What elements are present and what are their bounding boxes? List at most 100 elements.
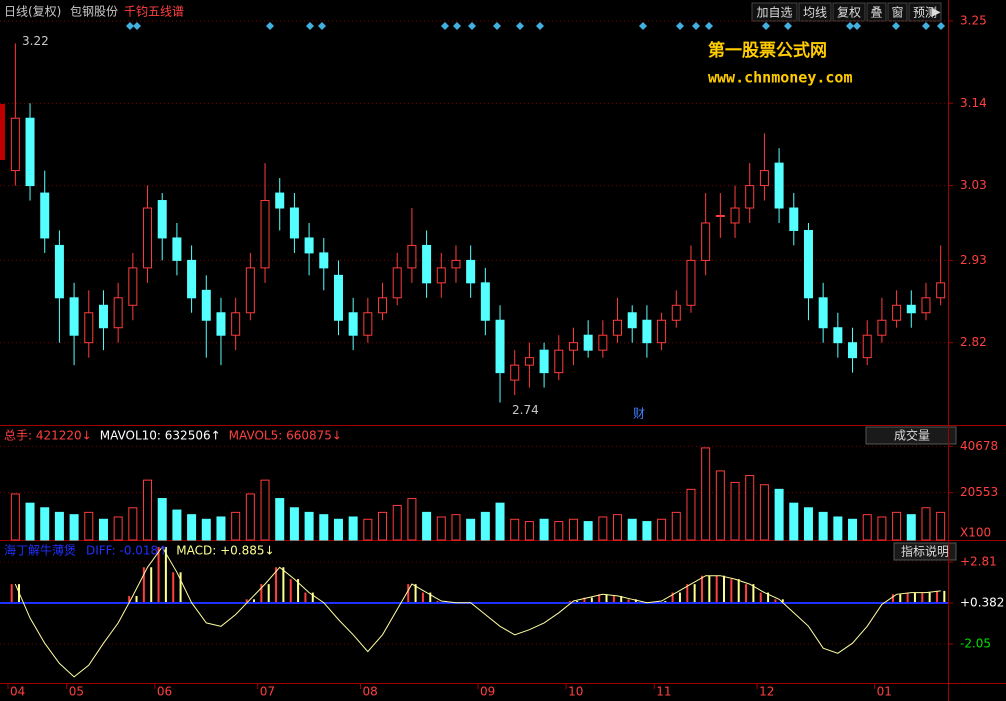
volume-bar <box>892 511 902 541</box>
volume-bar <box>275 498 285 541</box>
event-marker <box>762 22 770 30</box>
y-tick-label: 40678 <box>960 439 998 453</box>
volume-dropdown[interactable] <box>865 426 957 445</box>
volume-bar <box>789 502 799 541</box>
candle-body <box>936 282 946 299</box>
candle-body <box>422 244 432 284</box>
volume-bar <box>304 511 314 541</box>
low-annotation: 2.74 <box>512 403 539 417</box>
volume-bar <box>348 516 358 541</box>
toolbar-arrow[interactable]: ▶ <box>931 5 941 19</box>
volume-bar <box>921 507 931 541</box>
volume-bar <box>568 518 578 541</box>
candle-body <box>143 207 153 269</box>
candle-body <box>818 297 828 329</box>
candle-body <box>906 304 916 314</box>
volume-readout: MAVOL10: 632506↑ <box>100 429 221 443</box>
event-marker <box>922 22 930 30</box>
volume-bar <box>436 516 446 541</box>
toolbar-button[interactable] <box>887 2 908 22</box>
toolbar-button[interactable] <box>832 2 866 22</box>
event-marker <box>126 22 134 30</box>
candle-body <box>862 334 872 359</box>
y-tick-label: 3.14 <box>960 96 987 110</box>
candle-body <box>128 267 138 306</box>
macd-readout: DIFF: -0.018↑ <box>86 544 168 558</box>
candle-body <box>392 267 402 299</box>
candle-body <box>701 222 711 261</box>
volume-bar <box>187 514 197 541</box>
candle-body <box>451 259 461 269</box>
x-tick-label: 10 <box>568 685 583 699</box>
candle-body <box>495 319 505 374</box>
volume-unit: X100 <box>960 526 991 540</box>
event-marker <box>306 22 314 30</box>
volume-bar <box>759 484 769 541</box>
x-tick-label: 09 <box>480 685 495 699</box>
candle-body <box>407 244 417 269</box>
volume-bar <box>745 475 755 541</box>
candle-body <box>568 342 578 351</box>
toolbar-label[interactable]: 预测 <box>913 6 937 20</box>
candle-body <box>54 244 64 299</box>
volume-bar <box>495 502 505 541</box>
volume-readout: MAVOL5: 660875↓ <box>229 429 342 443</box>
volume-bar <box>539 518 549 541</box>
y-tick-label: 2.82 <box>960 335 987 349</box>
candle-body <box>539 349 549 374</box>
candle-body <box>466 259 476 284</box>
volume-bar <box>10 493 20 541</box>
candle-body <box>333 274 343 321</box>
event-marker <box>784 22 792 30</box>
toolbar-label[interactable]: 复权 <box>837 6 861 20</box>
candle-body <box>25 117 35 187</box>
candle-body <box>671 304 681 321</box>
x-tick-label: 12 <box>759 685 774 699</box>
candle-body <box>319 252 329 269</box>
x-tick-label: 11 <box>656 685 671 699</box>
toolbar-label[interactable]: 窗 <box>891 6 903 20</box>
volume-dropdown-label[interactable]: 成交量 <box>894 428 930 443</box>
toolbar-label[interactable]: 均线 <box>803 6 827 20</box>
volume-bar <box>686 488 696 541</box>
candle-body <box>598 334 608 351</box>
volume-bar <box>407 498 417 541</box>
event-marker <box>266 22 274 30</box>
y-tick-label: +0.382 <box>960 596 1004 610</box>
volume-bar <box>113 516 123 541</box>
toolbar-button[interactable] <box>798 2 832 22</box>
candle-body <box>187 259 197 299</box>
y-tick-label: 3.25 <box>960 13 987 27</box>
volume-bar <box>260 479 270 541</box>
event-marker <box>846 22 854 30</box>
candle-body <box>715 215 725 217</box>
toolbar-button[interactable] <box>908 2 942 22</box>
candle-body <box>583 334 593 351</box>
volume-bar <box>216 516 226 541</box>
volume-bar <box>803 507 813 541</box>
volume-bar <box>363 518 373 541</box>
candle-body <box>98 304 108 329</box>
volume-bar <box>172 509 182 541</box>
event-label: 财 <box>633 407 645 421</box>
x-tick-label: 06 <box>157 685 172 699</box>
volume-bar <box>84 511 94 541</box>
candle-body <box>877 319 887 336</box>
toolbar-label[interactable]: 叠 <box>870 6 882 20</box>
indicator-help-label[interactable]: 指标说明 <box>901 544 949 559</box>
candle-body <box>510 364 520 381</box>
toolbar-label[interactable]: 加自选 <box>756 6 792 20</box>
y-tick-label: -2.05 <box>960 637 991 651</box>
candle-body <box>892 304 902 321</box>
event-marker <box>318 22 326 30</box>
candle-body <box>201 289 211 321</box>
event-marker <box>937 22 945 30</box>
indicator-name: 千钧五线谱 <box>124 5 184 19</box>
volume-bar <box>245 493 255 541</box>
candle-body <box>245 267 255 314</box>
volume-bar <box>642 521 652 541</box>
indicator-help[interactable] <box>893 542 957 561</box>
toolbar-button[interactable] <box>751 2 798 22</box>
